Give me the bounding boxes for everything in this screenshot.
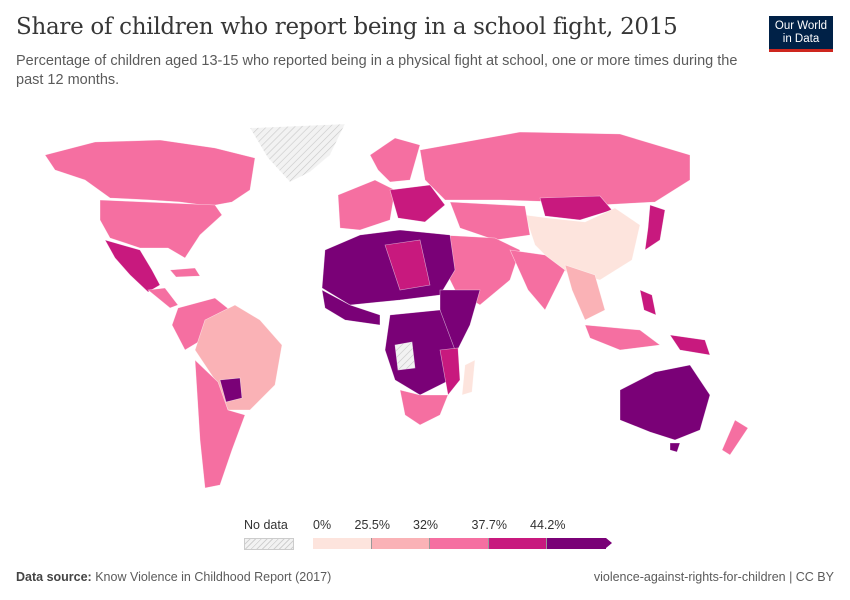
region-caribbean[interactable] (169, 267, 201, 278)
legend-no-data-swatch[interactable] (244, 538, 294, 550)
region-central-america[interactable] (147, 287, 179, 309)
region-canada[interactable] (44, 139, 256, 207)
region-mexico[interactable] (104, 239, 161, 293)
region-southeast-asia[interactable] (564, 264, 606, 321)
data-source-text[interactable]: Know Violence in Childhood Report (2017) (95, 570, 332, 584)
region-usa[interactable] (99, 199, 223, 259)
region-europe-west[interactable] (337, 179, 396, 231)
region-png[interactable] (669, 334, 711, 356)
legend-bin-label: 44.2% (530, 518, 566, 532)
legend-bin-label: 25.5% (354, 518, 390, 532)
legend-swatch[interactable] (430, 538, 489, 549)
region-australia[interactable] (619, 364, 711, 441)
legend-swatch[interactable] (547, 538, 606, 549)
legend-swatch[interactable] (313, 538, 372, 549)
page-title: Share of children who report being in a … (16, 14, 678, 40)
owid-logo[interactable]: Our World in Data (769, 16, 833, 52)
region-philippines[interactable] (639, 289, 657, 316)
legend-no-data-label: No data (244, 518, 288, 532)
region-mongolia[interactable] (539, 195, 613, 221)
region-europe-east[interactable] (389, 184, 446, 223)
region-west-africa[interactable] (321, 289, 381, 326)
legend-arrow (605, 538, 612, 548)
region-madagascar[interactable] (461, 359, 476, 396)
region-north-africa[interactable] (321, 229, 456, 306)
region-scandinavia[interactable] (369, 137, 421, 183)
page-subtitle: Percentage of children aged 13-15 who re… (16, 53, 738, 88)
region-russia[interactable] (419, 131, 691, 206)
region-tasmania[interactable] (669, 442, 681, 453)
data-source-label: Data source: (16, 570, 92, 584)
region-south-america-south[interactable] (194, 359, 246, 489)
footer-license[interactable]: violence-against-rights-for-children | C… (593, 570, 834, 584)
region-japan[interactable] (644, 204, 666, 251)
world-map (44, 123, 749, 489)
legend-bin-label: 37.7% (471, 518, 507, 532)
region-central-asia[interactable] (449, 201, 531, 241)
region-mozambique[interactable] (439, 347, 461, 396)
region-africa-south-central[interactable] (384, 309, 456, 396)
region-drc-nodata[interactable] (394, 341, 416, 371)
legend-swatch[interactable] (371, 538, 430, 549)
region-greenland[interactable] (249, 123, 346, 183)
legend-swatch[interactable] (488, 538, 547, 549)
region-paraguay[interactable] (219, 377, 243, 403)
region-south-africa[interactable] (399, 389, 449, 426)
region-india[interactable] (509, 249, 566, 311)
legend-bin-label: 0% (313, 518, 332, 532)
region-central-africa[interactable] (384, 239, 431, 291)
region-new-zealand[interactable] (721, 419, 749, 456)
data-source: Data source: Know Violence in Childhood … (16, 570, 331, 584)
region-indonesia[interactable] (584, 324, 661, 351)
legend-bin-label: 32% (413, 518, 439, 532)
